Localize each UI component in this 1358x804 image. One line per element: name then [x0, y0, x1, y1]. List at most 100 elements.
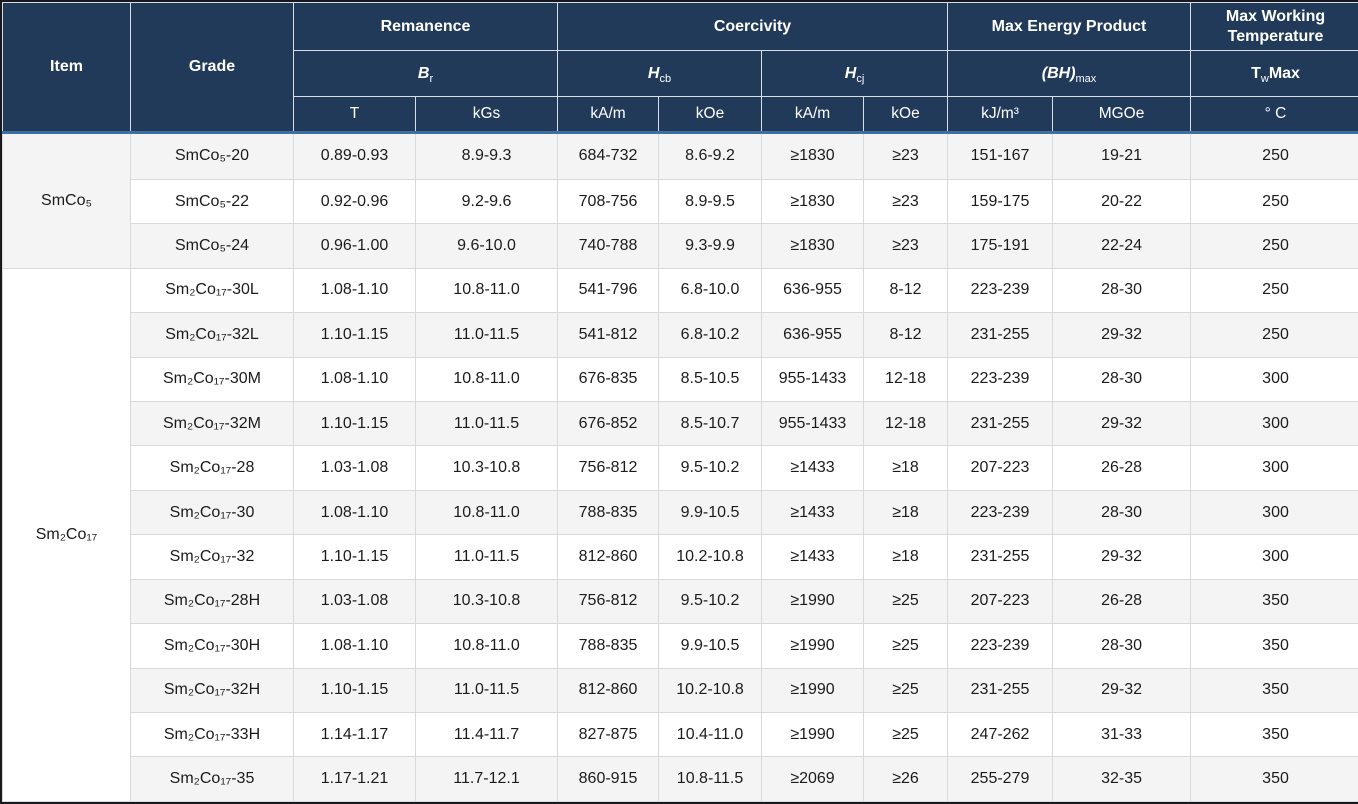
header-max-energy-product: Max Energy Product [947, 2, 1192, 51]
value-cell: ≥25 [863, 712, 949, 758]
value-cell: 541-812 [557, 312, 660, 358]
table-row: Sm₂Co₁₇-33H 1.14-1.17 11.4-11.7 827-875 10.4… [3, 712, 1358, 758]
value-cell: 9.9-10.5 [658, 623, 763, 669]
value-cell: 350 [1190, 667, 1358, 714]
value-cell: 10.8-11.0 [414, 489, 559, 536]
value-cell: 26-28 [1052, 445, 1192, 491]
value-cell: ≥18 [863, 489, 949, 536]
value-cell: 812-860 [557, 667, 660, 714]
unit-kjm3: kJ/m³ [947, 96, 1054, 134]
table-row: SmCo₅-24 0.96-1.00 9.6-10.0 740-788 9.3-9.9 ≥… [3, 223, 1358, 269]
value-cell: 1.03-1.08 [293, 445, 416, 491]
value-cell: ≥25 [863, 667, 949, 714]
unit-mgoe: MGOe [1052, 96, 1192, 134]
grade-cell: Sm₂Co₁₇-32H [130, 667, 294, 714]
value-cell: 1.10-1.15 [293, 312, 416, 358]
value-cell: 28-30 [1052, 356, 1192, 402]
table-row: Sm₂Co₁₇ Sm₂Co₁₇-30L 1.08-1.10 10.8-11.0 541-… [2, 267, 1358, 803]
hcj-symbol: H [844, 64, 857, 82]
table-header: Item Grade Remanence Coercivity Max Ener… [2, 2, 1358, 134]
value-cell: 6.8-10.2 [658, 312, 763, 358]
value-cell: 22-24 [1052, 223, 1192, 269]
value-cell: 676-852 [557, 400, 660, 447]
value-cell: 684-732 [557, 132, 660, 180]
value-cell: 8.5-10.7 [658, 400, 763, 447]
value-cell: 207-223 [947, 445, 1054, 491]
value-cell: 1.08-1.10 [293, 489, 416, 536]
value-cell: ≥23 [863, 132, 949, 180]
grade-cell: Sm₂Co₁₇-30 [130, 489, 294, 536]
value-cell: 350 [1190, 578, 1358, 625]
value-cell: ≥1433 [761, 534, 865, 580]
table-row: Sm₂Co₁₇-32L 1.10-1.15 11.0-11.5 541-812 6.8-… [3, 312, 1358, 358]
table-row: Sm₂Co₁₇-30M 1.08-1.10 10.8-11.0 676-835 8.5-… [3, 356, 1358, 402]
grade-cell: Sm₂Co₁₇-28 [130, 445, 294, 491]
value-cell: 250 [1190, 178, 1358, 225]
header-symbol-twmax: TwMax [1190, 50, 1358, 97]
value-cell: 8.6-9.2 [658, 132, 763, 180]
value-cell: 231-255 [947, 400, 1054, 447]
value-cell: ≥26 [863, 756, 949, 802]
grade-cell: Sm₂Co₁₇-30H [130, 623, 294, 669]
value-cell: 8.5-10.5 [658, 356, 763, 402]
value-cell: ≥1830 [761, 178, 865, 225]
grade-cell: Sm₂Co₁₇-30L [130, 267, 294, 314]
grade-cell: Sm₂Co₁₇-30M [130, 356, 294, 402]
value-cell: 231-255 [947, 534, 1054, 580]
grade-cell: Sm₂Co₁₇-35 [130, 756, 294, 802]
value-cell: 29-32 [1052, 400, 1192, 447]
value-cell: 10.8-11.0 [414, 356, 559, 402]
table-row: Sm₂Co₁₇-30H 1.08-1.10 10.8-11.0 788-835 9.9-… [3, 623, 1358, 669]
twmax-symbol: T [1251, 64, 1261, 82]
grade-cell: Sm₂Co₁₇-28H [130, 578, 294, 625]
value-cell: 255-279 [947, 756, 1054, 802]
value-cell: 12-18 [863, 356, 949, 402]
value-cell: ≥25 [863, 578, 949, 625]
grade-cell: SmCo₅-24 [130, 223, 294, 269]
value-cell: 29-32 [1052, 312, 1192, 358]
value-cell: ≥18 [863, 445, 949, 491]
value-cell: 300 [1190, 489, 1358, 536]
value-cell: 10.8-11.5 [658, 756, 763, 802]
value-cell: 11.0-11.5 [414, 400, 559, 447]
value-cell: 541-796 [557, 267, 660, 314]
table-row: Sm₂Co₁₇-32M 1.10-1.15 11.0-11.5 676-852 8.5-… [3, 400, 1358, 447]
value-cell: ≥1830 [761, 223, 865, 269]
value-cell: 10.2-10.8 [658, 534, 763, 580]
table-row: Sm₂Co₁₇-32H 1.10-1.15 11.0-11.5 812-860 10.2… [3, 667, 1358, 714]
value-cell: 636-955 [761, 267, 865, 314]
value-cell: 6.8-10.0 [658, 267, 763, 314]
value-cell: 0.96-1.00 [293, 223, 416, 269]
value-cell: 1.08-1.10 [293, 267, 416, 314]
value-cell: 0.89-0.93 [293, 132, 416, 180]
value-cell: 32-35 [1052, 756, 1192, 802]
grade-cell: Sm₂Co₁₇-32M [130, 400, 294, 447]
value-cell: 8.9-9.5 [658, 178, 763, 225]
table-body: SmCo₅ SmCo₅-20 0.89-0.93 8.9-9.3 684-732 8.6-… [2, 132, 1358, 803]
value-cell: 250 [1190, 312, 1358, 358]
value-cell: 740-788 [557, 223, 660, 269]
value-cell: 247-262 [947, 712, 1054, 758]
value-cell: 1.08-1.10 [293, 623, 416, 669]
value-cell: 676-835 [557, 356, 660, 402]
value-cell: 207-223 [947, 578, 1054, 625]
value-cell: 12-18 [863, 400, 949, 447]
value-cell: 1.08-1.10 [293, 356, 416, 402]
grade-cell: Sm₂Co₁₇-33H [130, 712, 294, 758]
table-row: Sm₂Co₁₇-28 1.03-1.08 10.3-10.8 756-812 9.5-1… [3, 445, 1358, 491]
value-cell: 1.14-1.17 [293, 712, 416, 758]
unit-kgs: kGs [414, 96, 559, 134]
value-cell: 11.4-11.7 [414, 712, 559, 758]
value-cell: 9.3-9.9 [658, 223, 763, 269]
table-row: Sm₂Co₁₇-30 1.08-1.10 10.8-11.0 788-835 9.9-1… [3, 489, 1358, 536]
br-symbol: B [417, 64, 430, 82]
header-symbol-br: Br [292, 50, 559, 97]
value-cell: 151-167 [947, 132, 1054, 180]
value-cell: 29-32 [1052, 667, 1192, 714]
value-cell: 955-1433 [761, 400, 865, 447]
value-cell: 31-33 [1052, 712, 1192, 758]
value-cell: 11.0-11.5 [414, 312, 559, 358]
value-cell: 19-21 [1052, 132, 1192, 180]
header-grade: Grade [130, 2, 294, 134]
